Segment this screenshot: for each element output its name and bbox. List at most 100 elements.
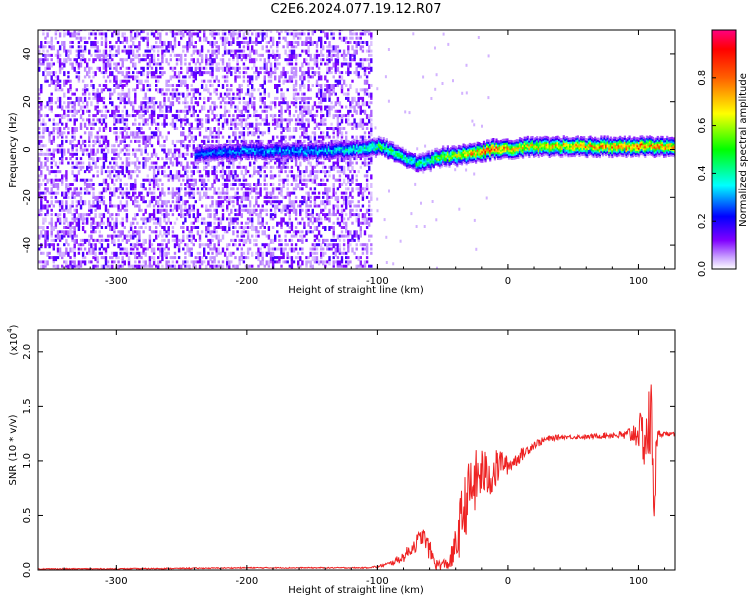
spectrogram-noise-cell	[236, 234, 239, 238]
spectrogram-noise-cell	[173, 174, 177, 180]
spectrogram-noise-cell	[203, 36, 206, 42]
spectrogram-noise-cell	[355, 71, 358, 77]
spectrogram-noise-cell	[134, 92, 137, 98]
spectrogram-noise-cell	[194, 30, 197, 32]
spectrogram-noise-cell	[182, 152, 185, 158]
spectrogram-noise-cell	[326, 243, 329, 249]
spectrogram-noise-cell	[261, 96, 264, 102]
spectrogram-noise-cell	[71, 114, 74, 118]
spectrogram-noise-cell	[81, 109, 85, 115]
spectrogram-noise-cell	[286, 256, 289, 260]
spectrogram-noise-cell	[134, 256, 137, 260]
spectrogram-noise-cell	[146, 157, 149, 163]
spectrogram-noise-cell	[286, 157, 289, 163]
spectrogram-noise-cell	[297, 32, 300, 36]
spectrogram-noise-cell	[163, 217, 166, 223]
spectrogram-noise-cell	[152, 208, 156, 214]
spectrogram-noise-cell	[340, 226, 344, 229]
spectrogram-noise-cell	[142, 251, 145, 255]
spectrogram-noise-cell	[83, 148, 87, 152]
spectrogram-noise-cell	[73, 30, 76, 34]
spectrogram-noise-cell	[40, 101, 43, 107]
spectrogram-noise-cell	[228, 213, 231, 217]
spectrogram-noise-cell	[328, 226, 331, 231]
spectrogram-noise-cell	[167, 200, 170, 204]
spectrogram-noise-cell	[320, 75, 323, 81]
spectrogram-noise-cell	[263, 96, 266, 100]
spectrogram-noise-cell	[38, 226, 41, 229]
spectrogram-noise-cell	[342, 62, 346, 66]
spectrogram-noise-cell	[58, 204, 62, 208]
spectrogram-noise-cell	[138, 256, 141, 260]
spectrogram-noise-cell	[134, 226, 137, 229]
spectrogram-noise-cell	[280, 165, 283, 171]
spectrogram-noise-cell	[328, 71, 331, 75]
spectrogram-noise-cell	[134, 101, 137, 105]
spectrogram-noise-cell	[182, 213, 185, 219]
spectrogram-noise-cell	[150, 152, 154, 158]
spectrogram-noise-cell	[115, 213, 118, 217]
spectrogram-noise-cell	[338, 260, 342, 266]
spectrogram-noise-cell	[152, 101, 156, 107]
spectrogram-noise-cell	[77, 139, 81, 145]
spectrogram-noise-cell	[175, 161, 179, 167]
spectrogram-noise-cell	[104, 62, 108, 68]
spectrogram-noise-cell	[242, 96, 246, 100]
spectrogram-noise-cell	[297, 53, 300, 57]
spectrogram-noise-cell	[246, 92, 250, 96]
spectrogram-noise-cell	[148, 62, 152, 68]
spectrogram-noise-cell	[338, 165, 342, 169]
spectrogram-noise-cell	[165, 221, 168, 225]
spectrogram-noise-cell	[106, 139, 110, 145]
spectrogram-noise-cell	[349, 230, 352, 236]
spectrogram-noise-cell	[104, 41, 108, 46]
spectrogram-noise-cell	[104, 49, 108, 55]
spectrogram-noise-cell	[244, 208, 248, 212]
spectrogram-noise-cell	[192, 170, 195, 176]
spectrogram-noise-cell	[136, 109, 139, 115]
spectrogram-noise-cell	[67, 243, 70, 247]
spectrogram-noise-cell	[159, 105, 162, 111]
spectrogram-noise-cell	[79, 122, 83, 128]
spectrogram-noise-cell	[111, 170, 114, 174]
spectrogram-noise-cell	[248, 101, 252, 105]
spectrogram-noise-cell	[257, 88, 260, 92]
spectrogram-noise-cell	[332, 187, 335, 193]
spectrogram-noise-cell	[192, 127, 195, 130]
spectrogram-noise-cell	[65, 30, 68, 32]
spectrogram-noise-cell	[58, 230, 62, 234]
spectrogram-noise-cell	[113, 75, 116, 81]
spectrogram-noise-cell	[217, 79, 220, 83]
spectrogram-noise-cell	[274, 213, 277, 219]
spectrogram-noise-cell	[200, 105, 204, 111]
spectrogram-noise-cell	[71, 62, 74, 68]
spectrogram-noise-cell	[190, 221, 193, 225]
spectrogram-noise-cell	[94, 256, 97, 262]
spectrogram-noise-cell	[320, 62, 323, 66]
spectrogram-noise-cell	[307, 217, 310, 221]
spectrogram-noise-cell	[136, 247, 139, 251]
spectrogram-noise-cell	[332, 53, 335, 57]
spectrogram-noise-cell	[240, 165, 243, 169]
spectrogram-noise-cell	[226, 187, 229, 193]
spectrogram-noise-cell	[301, 247, 304, 251]
spectrogram-noise-cell	[192, 135, 195, 139]
spectrogram-noise-cell	[102, 84, 106, 87]
spectrogram-noise-cell	[326, 36, 329, 40]
spectrogram-noise-cell	[134, 161, 137, 167]
spectrogram-noise-cell	[205, 243, 208, 247]
spectrogram-noise-cell	[292, 36, 296, 40]
spectrogram-noise-cell	[177, 213, 181, 217]
spectrogram-noise-cell	[123, 247, 126, 251]
spectrogram-noise-cell	[226, 84, 229, 87]
spectrogram-noise-cell	[190, 260, 193, 264]
spectrogram-noise-cell	[190, 88, 193, 92]
spectrogram-noise-cell	[305, 191, 308, 195]
spectrogram-noise-cell	[38, 234, 41, 240]
spectrogram-noise-cell	[209, 238, 212, 244]
spectrogram-noise-cell	[255, 243, 258, 247]
spectrogram-noise-cell	[307, 230, 310, 234]
spectrogram-noise-cell	[282, 45, 285, 49]
spectrogram-noise-cell	[142, 135, 145, 141]
spectrogram-noise-cell	[230, 127, 233, 130]
